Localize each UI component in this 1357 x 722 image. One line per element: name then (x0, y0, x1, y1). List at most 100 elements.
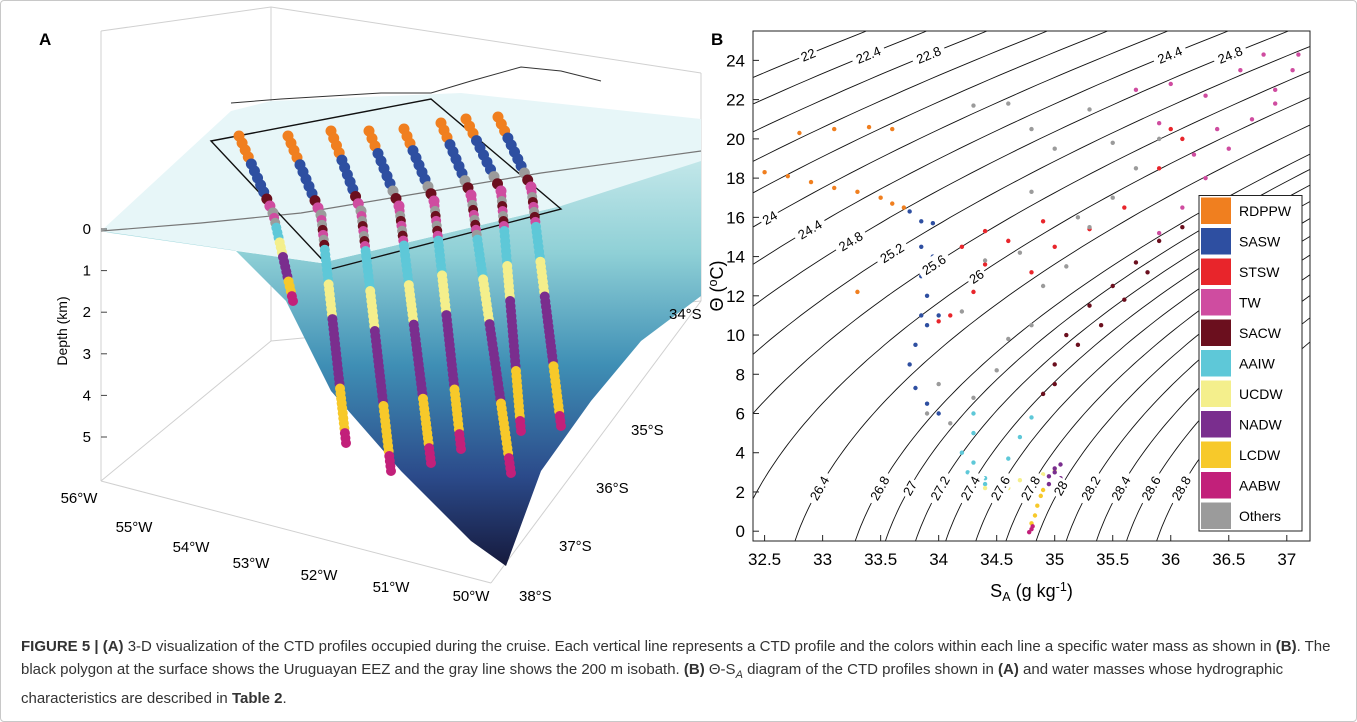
label-background (954, 469, 986, 507)
data-point (936, 381, 941, 387)
data-point (1098, 323, 1104, 328)
x-tick-label: 36 (1161, 550, 1180, 569)
label-background (796, 43, 820, 66)
legend-label: TW (1239, 294, 1262, 310)
legend-swatch (1201, 441, 1231, 468)
data-point (1029, 415, 1034, 420)
figure-plots: A Depth (km) B22 22.4 22.8 24.4 24.824 24.4 24… (39, 6, 1311, 605)
caption-text: Θ-S (704, 661, 736, 678)
data-point (982, 258, 988, 263)
isopycnal-label-group: 26 (963, 264, 989, 289)
data-point (1029, 323, 1034, 328)
data-point (890, 201, 895, 206)
data-point (1006, 336, 1011, 342)
y-tick-label: 10 (726, 326, 745, 345)
isopycnal-line (1126, 317, 1310, 541)
label-background (1048, 475, 1072, 501)
data-point (936, 319, 941, 324)
legend-label: STSW (1239, 264, 1280, 280)
profile-dot (288, 296, 298, 306)
data-point (959, 244, 965, 249)
data-point (1075, 215, 1081, 220)
data-point (1006, 456, 1011, 461)
data-point (1145, 270, 1150, 275)
data-point (1017, 477, 1023, 483)
lat-tick-label: 38°S (519, 588, 552, 605)
isopycnal-line (753, 31, 1289, 307)
profile-dot (456, 444, 466, 454)
panel-label: B (711, 30, 723, 49)
legend-swatch (1201, 258, 1231, 285)
isopycnal-line (753, 31, 988, 133)
legend-swatch (1201, 380, 1231, 407)
data-point (959, 309, 965, 314)
data-point (1058, 462, 1063, 467)
isopycnal-label-group: 28 (1048, 475, 1072, 501)
isopycnal-label-group: 28.8 (1165, 469, 1197, 507)
data-point (1191, 152, 1197, 157)
data-point (901, 205, 907, 210)
data-point (1087, 224, 1092, 230)
data-point (919, 313, 924, 318)
data-point (785, 173, 791, 179)
label-part: C) (707, 260, 727, 279)
data-point (907, 362, 912, 367)
lon-tick-label: 53°W (233, 555, 271, 572)
label-background (803, 469, 835, 507)
data-point (982, 481, 988, 487)
data-point (1214, 126, 1220, 132)
label-background (1165, 469, 1197, 507)
data-point (1026, 529, 1032, 535)
label-background (831, 225, 870, 257)
data-point (1133, 166, 1139, 171)
data-point (1017, 434, 1023, 440)
caption-text: A (735, 669, 743, 681)
profile-dot (341, 438, 351, 448)
x-tick-label: 32.5 (748, 550, 781, 569)
label-background (1135, 469, 1167, 507)
isopycnal-label-group: 24 (757, 205, 782, 230)
data-point (866, 124, 872, 130)
caption-text: FIGURE 5 | (A) (21, 638, 124, 655)
data-point (1122, 297, 1127, 302)
caption-text: . (282, 690, 287, 707)
isopycnal-line (753, 31, 1108, 194)
data-point (1168, 81, 1173, 87)
isopycnal-line (753, 31, 1229, 265)
x-tick-label: 34 (929, 550, 948, 569)
legend-label: AABW (1239, 477, 1281, 493)
z-tick-label: 4 (83, 387, 91, 404)
data-point (1052, 244, 1057, 249)
data-point (878, 195, 883, 200)
isopycnal-line (915, 184, 1310, 541)
label-background (897, 475, 922, 501)
y-tick-label: 2 (736, 483, 745, 502)
lon-tick-label: 54°W (173, 539, 211, 556)
sea-surface (101, 93, 701, 263)
label-part: (g kg (1011, 581, 1056, 601)
data-point (1030, 524, 1035, 529)
data-point (924, 411, 930, 416)
data-point (1156, 120, 1162, 126)
y-tick-label: 22 (726, 91, 745, 110)
data-point (1006, 101, 1011, 106)
data-point (855, 189, 860, 195)
legend-label: UCDW (1239, 386, 1283, 402)
legend-label: SACW (1239, 325, 1282, 341)
label-background (915, 248, 953, 281)
x-tick-label: 35.5 (1096, 550, 1129, 569)
data-point (1035, 503, 1040, 508)
data-point (971, 103, 976, 108)
z-tick-label: 0 (83, 221, 91, 238)
isopycnal-label: 27 (900, 478, 920, 498)
legend-swatch (1201, 319, 1231, 346)
y-tick-label: 6 (736, 405, 745, 424)
label-part: Θ ( (707, 287, 727, 312)
lon-tick-label: 52°W (301, 567, 339, 584)
lon-tick-label: 56°W (61, 490, 99, 507)
x-tick-label: 36.5 (1212, 550, 1245, 569)
data-point (971, 395, 976, 401)
label-background (849, 40, 888, 69)
y-tick-label: 14 (726, 248, 745, 267)
data-point (855, 289, 860, 295)
